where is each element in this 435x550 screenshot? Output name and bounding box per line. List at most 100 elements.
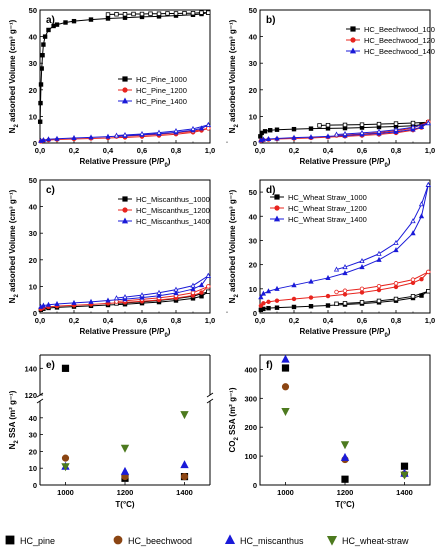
desorption-point <box>393 239 399 245</box>
panel-d: 0,0 0,2 0,4 0,6 0,8 1,0 0 10 20 30 40 50 d) Relative … <box>228 179 435 339</box>
adsorption-point <box>40 137 47 143</box>
desorption-point <box>173 128 179 134</box>
x-tick-label: 0,6 <box>357 316 367 325</box>
adsorption-point <box>308 126 314 131</box>
y-axis-label: N2 adsorbed Volume (cm³ g⁻¹) <box>8 189 20 303</box>
legend-label: HC_pine <box>20 536 55 546</box>
adsorption-point <box>39 66 44 71</box>
adsorption-point <box>45 301 52 307</box>
adsorption-point <box>105 133 111 139</box>
adsorption-point <box>41 42 46 47</box>
x-tick-label: 1,0 <box>425 316 435 325</box>
desorption-point <box>122 131 128 138</box>
data-point <box>281 383 290 391</box>
desorption-point <box>206 10 211 15</box>
x-axis-label: T(°C) <box>115 500 135 509</box>
adsorption-point <box>266 299 271 305</box>
adsorption-point <box>38 82 44 87</box>
x-axis-label: Relative Pressure (P/P0) <box>300 327 391 339</box>
desorption-point <box>359 257 365 264</box>
desorption-point <box>334 289 339 295</box>
legend-marker <box>350 37 356 43</box>
desorption-point <box>334 301 339 307</box>
adsorption-point <box>40 53 45 58</box>
adsorption-point <box>274 127 280 132</box>
desorption-point <box>359 129 365 135</box>
series-hc_wheat-straw_1000 <box>258 289 431 313</box>
panel-a: 0,0 0,2 0,4 0,6 0,8 1,0 0 10 20 30 40 50 a) Relative … <box>8 6 228 169</box>
legend-marker <box>122 207 128 213</box>
series-hc_miscanthus <box>61 460 189 475</box>
y-tick-label: 0 <box>33 481 37 490</box>
adsorption-point <box>139 294 145 300</box>
desorption-line <box>336 184 429 270</box>
x-tick-label: 0,0 <box>255 146 265 155</box>
y-axis-label: N2 adsorbed Volume (cm³ g⁻¹) <box>8 19 20 133</box>
desorption-point <box>393 126 399 132</box>
x-axis-label: Relative Pressure (P/P0) <box>80 157 171 169</box>
y-tick-label: 200 <box>244 423 257 432</box>
x-tick-label: 1,0 <box>205 146 215 155</box>
y-tick-label: 20 <box>249 261 257 270</box>
legend: HC_Pine_1000 HC_Pine_1200 HC_Pine_1400 <box>118 75 187 106</box>
desorption-point <box>376 298 382 304</box>
adsorption-point <box>359 264 365 270</box>
x-tick-label: 1200 <box>337 488 354 497</box>
adsorption-point <box>71 299 77 305</box>
legend-label: HC_Wheat Straw_1000 <box>288 193 367 202</box>
legend-marker <box>273 215 281 222</box>
legend-marker <box>121 217 129 224</box>
adsorption-point <box>258 303 264 308</box>
adsorption-point <box>40 302 47 308</box>
adsorption-point <box>274 135 280 141</box>
data-point <box>400 471 409 480</box>
desorption-point <box>425 181 431 187</box>
desorption-point <box>190 125 196 131</box>
series-hc_wheat-straw_1200 <box>258 269 431 308</box>
desorption-point <box>139 292 145 298</box>
desorption-point <box>342 301 348 306</box>
adsorption-point <box>88 298 94 304</box>
desorption-point <box>190 10 196 16</box>
adsorption-point <box>54 300 60 306</box>
desorption-point <box>206 289 211 294</box>
panel-label: b) <box>266 15 275 26</box>
desorption-point <box>359 286 365 292</box>
x-tick-label: 0,6 <box>137 316 147 325</box>
data-point <box>180 472 189 481</box>
y-tick-label: 10 <box>29 112 37 121</box>
adsorption-point <box>274 305 280 310</box>
series-hc_pine_1400 <box>38 121 211 143</box>
desorption-point <box>376 128 382 134</box>
desorption-point <box>393 121 399 126</box>
x-tick-label: 0,6 <box>137 146 147 155</box>
adsorption-point <box>105 16 111 21</box>
adsorption-point <box>71 18 77 24</box>
data-point <box>400 462 409 470</box>
adsorption-point <box>308 134 314 140</box>
y-tick-label: 50 <box>29 6 37 15</box>
y-tick-label: 40 <box>29 414 37 423</box>
series-hc_miscanthus <box>281 354 409 477</box>
panel-label: a) <box>46 15 55 26</box>
legend-marker <box>224 534 236 544</box>
x-tick-label: 0,2 <box>69 316 79 325</box>
x-tick-label: 0,8 <box>391 316 401 325</box>
series-hc_miscanthus_1400 <box>38 272 211 309</box>
legend-marker <box>274 194 280 200</box>
panel-c: 0,0 0,2 0,4 0,6 0,8 1,0 0 10 20 30 40 50 c) Relative … <box>8 176 228 339</box>
series-hc_pine_1000 <box>37 10 211 124</box>
data-point <box>281 364 290 372</box>
y-tick-label: 30 <box>29 229 37 238</box>
panel-label: c) <box>46 185 55 196</box>
y-tick-label: 10 <box>29 282 37 291</box>
adsorption-point <box>291 304 297 310</box>
y-tick-label: 30 <box>249 236 257 245</box>
adsorption-point <box>54 135 60 141</box>
adsorption-point <box>291 126 297 132</box>
desorption-point <box>190 290 196 295</box>
y-tick-label: 50 <box>249 188 257 197</box>
legend-marker <box>5 535 15 545</box>
adsorption-point <box>260 136 267 142</box>
